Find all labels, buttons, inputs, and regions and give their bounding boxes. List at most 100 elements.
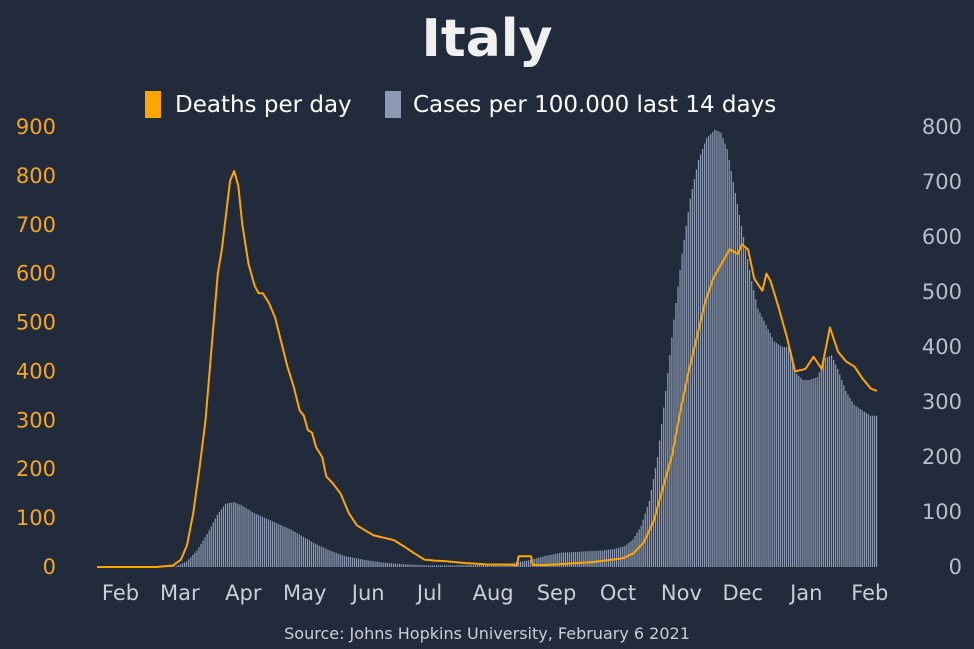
cases-bar xyxy=(411,564,413,567)
x-tick-label: Aug xyxy=(473,581,514,605)
cases-bar xyxy=(321,546,323,567)
left-tick-label: 400 xyxy=(16,359,56,383)
left-tick-label: 500 xyxy=(16,311,56,335)
cases-bar xyxy=(810,379,812,567)
x-tick-label: Sep xyxy=(537,581,577,605)
cases-bar xyxy=(333,552,335,567)
cases-bar xyxy=(327,549,329,567)
cases-bar xyxy=(452,565,454,567)
x-tick-label: Jan xyxy=(788,581,822,605)
cases-bar xyxy=(341,555,343,567)
left-tick-label: 100 xyxy=(16,506,56,530)
cases-bar xyxy=(470,565,472,567)
cases-bar xyxy=(437,565,440,567)
cases-bar xyxy=(728,160,730,567)
cases-bar xyxy=(441,565,444,567)
cases-bar xyxy=(798,375,800,568)
cases-bar xyxy=(566,552,569,567)
cases-bar xyxy=(519,561,521,567)
cases-bar xyxy=(278,524,280,567)
legend: Deaths per day Cases per 100.000 last 14… xyxy=(145,91,776,118)
cases-bar xyxy=(439,565,442,567)
cases-bar xyxy=(734,193,736,567)
cases-bar xyxy=(802,380,804,567)
cases-bar xyxy=(382,562,384,567)
cases-bar xyxy=(431,565,433,567)
cases-bar xyxy=(239,504,241,567)
cases-bar xyxy=(337,553,339,567)
cases-bar xyxy=(589,551,591,567)
cases-bar xyxy=(347,556,350,567)
cases-bar xyxy=(611,549,614,568)
cases-bar xyxy=(767,329,769,568)
cases-bar xyxy=(450,565,452,567)
cases-bar xyxy=(181,563,184,567)
cases-bar xyxy=(857,407,859,567)
cases-bar xyxy=(482,564,485,567)
cases-bar xyxy=(853,404,855,567)
left-tick-label: 600 xyxy=(16,262,56,286)
cases-bar xyxy=(597,550,599,567)
cases-bar xyxy=(355,558,358,567)
cases-bar xyxy=(806,380,808,567)
cases-bar xyxy=(374,561,376,567)
x-tick-label: Dec xyxy=(722,581,763,605)
cases-bar xyxy=(837,369,839,567)
cases-bar xyxy=(722,138,724,567)
cases-bar xyxy=(824,358,827,567)
cases-bar xyxy=(714,129,716,567)
cases-bar xyxy=(691,188,693,568)
cases-bar xyxy=(781,347,784,567)
cases-bar xyxy=(525,560,528,567)
cases-bar xyxy=(292,530,294,567)
cases-bar xyxy=(800,377,802,567)
cases-bar xyxy=(474,565,476,567)
cases-bar xyxy=(276,523,278,567)
cases-bar xyxy=(294,531,296,567)
cases-bar xyxy=(339,554,341,567)
cases-bar xyxy=(235,502,237,567)
cases-bar xyxy=(290,529,292,567)
cases-bar xyxy=(701,149,704,567)
cases-bar xyxy=(751,281,753,567)
cases-bar xyxy=(591,551,593,567)
cases-bar xyxy=(521,561,524,567)
cases-bar xyxy=(757,308,759,567)
cases-bar xyxy=(386,562,388,567)
cases-bar xyxy=(499,564,501,567)
cases-bar xyxy=(775,342,777,568)
cases-bar xyxy=(476,564,478,567)
chart-title: Italy xyxy=(421,9,552,69)
right-axis: 0 100 200 300 400 500 600 700 800 xyxy=(922,115,962,579)
cases-bar xyxy=(317,544,319,567)
cases-bar xyxy=(742,237,745,567)
cases-bar xyxy=(429,565,431,567)
cases-bar xyxy=(384,562,386,567)
cases-bar xyxy=(491,564,493,567)
x-tick-label: Mar xyxy=(160,581,200,605)
cases-bar xyxy=(527,560,530,567)
cases-bar xyxy=(724,143,726,567)
right-tick-label: 300 xyxy=(922,390,962,414)
cases-bar xyxy=(419,565,421,567)
cases-bar xyxy=(398,563,401,567)
cases-bar xyxy=(572,552,575,567)
cases-bar xyxy=(552,554,554,567)
cases-bar xyxy=(237,503,239,567)
cases-bar xyxy=(548,555,550,567)
cases-bar xyxy=(245,507,247,567)
cases-bar xyxy=(425,565,427,567)
cases-bar xyxy=(577,551,579,567)
cases-bar xyxy=(186,561,188,567)
cases-bar xyxy=(816,377,818,567)
cases-bar xyxy=(544,556,546,567)
left-tick-label: 200 xyxy=(16,457,56,481)
cases-bar xyxy=(622,546,624,567)
cases-bar xyxy=(540,557,542,567)
cases-bar xyxy=(206,534,208,567)
cases-bar xyxy=(646,507,648,567)
source-note: Source: Johns Hopkins University, Februa… xyxy=(284,624,690,643)
cases-bar xyxy=(695,169,698,568)
x-tick-label: Jul xyxy=(415,581,442,605)
cases-bar xyxy=(241,505,243,567)
